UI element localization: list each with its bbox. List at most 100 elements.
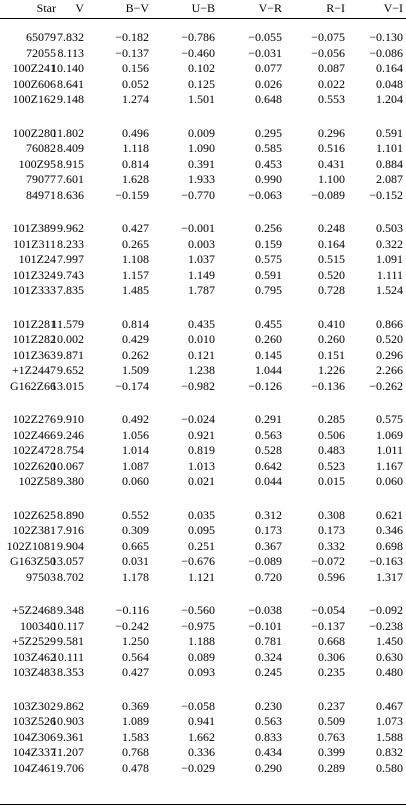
cell-value: −0.072	[311, 554, 345, 568]
cell-value: 0.145	[255, 347, 282, 362]
cell-value: 1.111	[376, 267, 403, 282]
star-name: 104Z306	[12, 729, 56, 744]
cell-value: −0.126	[248, 378, 282, 393]
cell-value: 0.431	[318, 156, 345, 171]
cell-value: 0.429	[122, 332, 149, 346]
cell-value: 1.149	[188, 267, 215, 282]
cell-value: 0.035	[188, 507, 215, 522]
cell-value: 8.233	[57, 236, 84, 251]
cell-value: 0.309	[122, 523, 149, 537]
cell-value: 0.060	[122, 474, 149, 488]
cell-value: 1.108	[122, 252, 149, 266]
cell-value: 0.009	[188, 125, 215, 140]
cell-value: −0.055	[248, 30, 282, 44]
cell-value: 0.768	[122, 745, 149, 759]
cell-value: 7.916	[57, 523, 84, 537]
cell-value: 10.117	[51, 618, 84, 633]
cell-value: 0.346	[376, 523, 403, 537]
cell-value: 0.698	[376, 538, 403, 553]
cell-value: 0.814	[122, 156, 149, 171]
star-name: 102Z276	[12, 412, 56, 426]
cell-value: 0.151	[318, 347, 345, 362]
cell-value: 0.248	[318, 221, 345, 235]
cell-value: 9.862	[57, 698, 84, 713]
cell-value: −0.182	[115, 30, 149, 44]
cell-value: −0.982	[181, 378, 215, 393]
cell-value: 13.057	[51, 554, 84, 568]
cell-value: 9.743	[57, 267, 84, 282]
cell-value: −0.159	[115, 187, 149, 202]
cell-value: 1.037	[188, 252, 215, 266]
cell-value: 1.121	[188, 569, 215, 584]
cell-value: 1.087	[122, 458, 149, 473]
cell-value: 0.480	[376, 665, 403, 679]
cell-value: 9.361	[57, 729, 84, 744]
cell-value: 0.509	[318, 714, 345, 728]
star-name: 102Z1081	[6, 538, 56, 553]
cell-value: 0.245	[255, 665, 282, 679]
cell-value: 1.073	[376, 714, 403, 728]
cell-value: 0.523	[318, 458, 345, 473]
cell-value: 1.317	[376, 569, 403, 584]
cell-value: 1.090	[188, 141, 215, 155]
cell-value: 0.260	[318, 332, 345, 346]
cell-value: 0.552	[122, 507, 149, 522]
cell-value: 1.100	[318, 172, 345, 186]
cell-value: 0.291	[255, 412, 282, 426]
cell-value: 0.336	[188, 745, 215, 759]
cell-value: 0.102	[188, 61, 215, 75]
cell-value: 9.246	[57, 427, 84, 442]
star-name: 100Z162	[12, 92, 56, 106]
cell-value: 7.835	[57, 283, 84, 297]
cell-value: 10.002	[51, 332, 84, 346]
cell-value: 0.289	[318, 760, 345, 775]
cell-value: −0.770	[181, 187, 215, 202]
cell-value: 0.164	[318, 236, 345, 251]
cell-value: 0.483	[318, 443, 345, 457]
cell-value: 1.226	[318, 363, 345, 377]
star-name: 100Z606	[12, 76, 56, 91]
cell-value: 0.290	[255, 760, 282, 775]
cell-value: 1.588	[376, 729, 403, 744]
cell-value: 1.044	[255, 363, 282, 377]
cell-value: 8.890	[57, 507, 84, 522]
cell-value: 8.353	[57, 665, 84, 679]
bottom-rule	[0, 804, 406, 805]
star-name: 65079	[26, 30, 56, 44]
cell-value: 1.178	[122, 569, 149, 584]
cell-value: −0.031	[248, 45, 282, 60]
star-name: 101Z281	[12, 316, 56, 331]
cell-value: 0.832	[376, 745, 403, 759]
cell-value: 0.230	[255, 698, 282, 713]
cell-value: 0.296	[318, 125, 345, 140]
cell-value: 0.322	[376, 236, 403, 251]
cell-value: 0.563	[255, 714, 282, 728]
cell-value: −0.786	[181, 30, 215, 44]
cell-value: 1.101	[376, 141, 403, 155]
cell-value: 1.485	[122, 283, 149, 297]
cell-value: −0.676	[181, 554, 215, 568]
cell-value: 0.125	[188, 76, 215, 91]
cell-value: −0.063	[248, 187, 282, 202]
cell-value: −0.136	[311, 378, 345, 393]
star-name: 101Z311	[13, 236, 56, 251]
cell-value: 0.427	[122, 665, 149, 679]
cell-value: −0.001	[181, 221, 215, 235]
star-name: 103Z462	[12, 649, 56, 664]
star-name: 101Z389	[12, 221, 56, 235]
cell-value: 9.962	[57, 221, 84, 235]
cell-value: 0.781	[255, 634, 282, 648]
cell-value: −0.460	[181, 45, 215, 60]
cell-value: 0.093	[188, 665, 215, 679]
cell-value: 9.380	[57, 474, 84, 488]
cell-value: 0.453	[255, 156, 282, 171]
cell-value: 0.596	[318, 569, 345, 584]
star-name: 101Z324	[12, 267, 56, 282]
cell-value: 1.118	[122, 141, 149, 155]
cell-value: −0.137	[311, 618, 345, 633]
cell-value: 0.391	[188, 156, 215, 171]
star-name: 102Z620	[12, 458, 56, 473]
star-name: 104Z461	[12, 760, 56, 775]
cell-value: −0.238	[369, 618, 403, 633]
